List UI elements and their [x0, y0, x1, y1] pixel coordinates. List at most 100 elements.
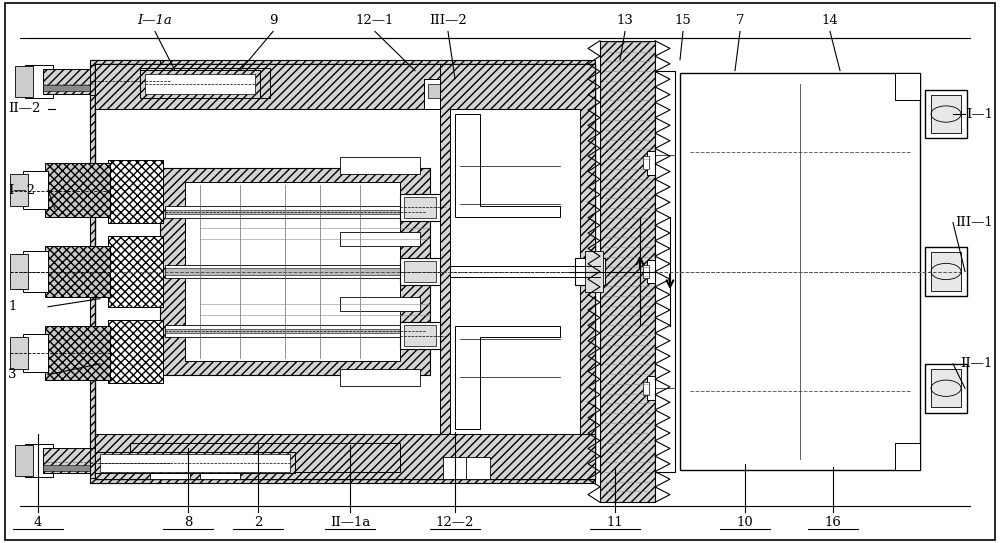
- Bar: [478, 84, 496, 98]
- Text: 1: 1: [8, 300, 16, 313]
- Text: I—1: I—1: [966, 108, 993, 121]
- Bar: [474, 79, 500, 109]
- Bar: [100, 454, 290, 472]
- Bar: [925, 247, 967, 296]
- Bar: [10, 337, 28, 369]
- Text: 9: 9: [269, 14, 277, 27]
- Polygon shape: [455, 114, 560, 217]
- Text: 11: 11: [607, 516, 623, 529]
- Bar: [43, 69, 93, 94]
- Bar: [450, 79, 476, 109]
- Bar: [108, 160, 163, 223]
- Text: 15: 15: [675, 14, 691, 27]
- Bar: [643, 265, 649, 278]
- Bar: [10, 254, 28, 289]
- Bar: [10, 174, 28, 206]
- Bar: [424, 79, 450, 109]
- Bar: [165, 206, 425, 218]
- Bar: [90, 410, 595, 483]
- Bar: [140, 70, 260, 98]
- Text: 7: 7: [736, 14, 744, 27]
- Bar: [43, 448, 93, 473]
- Bar: [931, 369, 961, 407]
- Bar: [15, 445, 33, 476]
- Bar: [895, 73, 920, 100]
- Bar: [108, 320, 163, 383]
- Text: II—2: II—2: [8, 102, 40, 115]
- Bar: [90, 448, 170, 478]
- Bar: [655, 71, 675, 472]
- Bar: [108, 160, 163, 223]
- Bar: [160, 168, 430, 375]
- Bar: [200, 469, 240, 479]
- Bar: [340, 298, 420, 311]
- Bar: [43, 254, 91, 289]
- Text: 4: 4: [34, 516, 42, 529]
- Bar: [25, 251, 45, 292]
- Bar: [95, 452, 295, 473]
- Text: 12—2: 12—2: [436, 516, 474, 529]
- Bar: [404, 261, 436, 282]
- Bar: [25, 65, 53, 98]
- Bar: [680, 73, 920, 470]
- Bar: [90, 65, 170, 95]
- Bar: [400, 322, 440, 349]
- Text: 14: 14: [822, 14, 838, 27]
- Bar: [165, 325, 425, 337]
- Text: I—2: I—2: [8, 184, 35, 197]
- Bar: [440, 64, 595, 479]
- Bar: [90, 60, 160, 483]
- Bar: [165, 329, 425, 333]
- Bar: [150, 469, 190, 479]
- Bar: [647, 151, 655, 175]
- Text: 12—1: 12—1: [356, 14, 394, 27]
- Bar: [95, 64, 595, 109]
- Bar: [443, 457, 467, 479]
- Bar: [23, 251, 48, 292]
- Polygon shape: [95, 64, 595, 479]
- Bar: [647, 376, 655, 400]
- Bar: [45, 246, 110, 297]
- Bar: [925, 364, 967, 413]
- Bar: [23, 334, 48, 372]
- Bar: [145, 74, 255, 94]
- Bar: [90, 60, 595, 133]
- Text: 16: 16: [825, 516, 841, 529]
- Bar: [43, 85, 93, 91]
- Bar: [931, 95, 961, 133]
- Text: 13: 13: [617, 14, 633, 27]
- Text: II—1: II—1: [961, 357, 993, 370]
- Text: 8: 8: [184, 516, 192, 529]
- Bar: [340, 232, 420, 245]
- Text: III—2: III—2: [429, 14, 467, 27]
- Bar: [931, 252, 961, 291]
- Polygon shape: [455, 326, 560, 429]
- Bar: [585, 251, 603, 292]
- Bar: [400, 258, 440, 285]
- Bar: [95, 434, 595, 479]
- Bar: [404, 197, 436, 218]
- Bar: [340, 369, 420, 386]
- Bar: [108, 236, 163, 307]
- Bar: [925, 90, 967, 138]
- Bar: [404, 325, 436, 346]
- Bar: [165, 265, 435, 278]
- Bar: [454, 84, 472, 98]
- Text: 2: 2: [254, 516, 262, 529]
- Bar: [466, 457, 490, 479]
- Text: III—1: III—1: [955, 216, 993, 229]
- Bar: [43, 465, 93, 471]
- Text: 10: 10: [737, 516, 753, 529]
- Bar: [45, 326, 110, 380]
- Bar: [428, 84, 446, 98]
- Bar: [185, 182, 400, 361]
- Text: II—1a: II—1a: [330, 516, 370, 529]
- Bar: [108, 236, 163, 307]
- Bar: [165, 268, 435, 275]
- Bar: [140, 68, 270, 98]
- Bar: [165, 210, 425, 214]
- Bar: [643, 382, 649, 395]
- Bar: [108, 320, 163, 383]
- Bar: [25, 444, 53, 477]
- Bar: [23, 171, 48, 209]
